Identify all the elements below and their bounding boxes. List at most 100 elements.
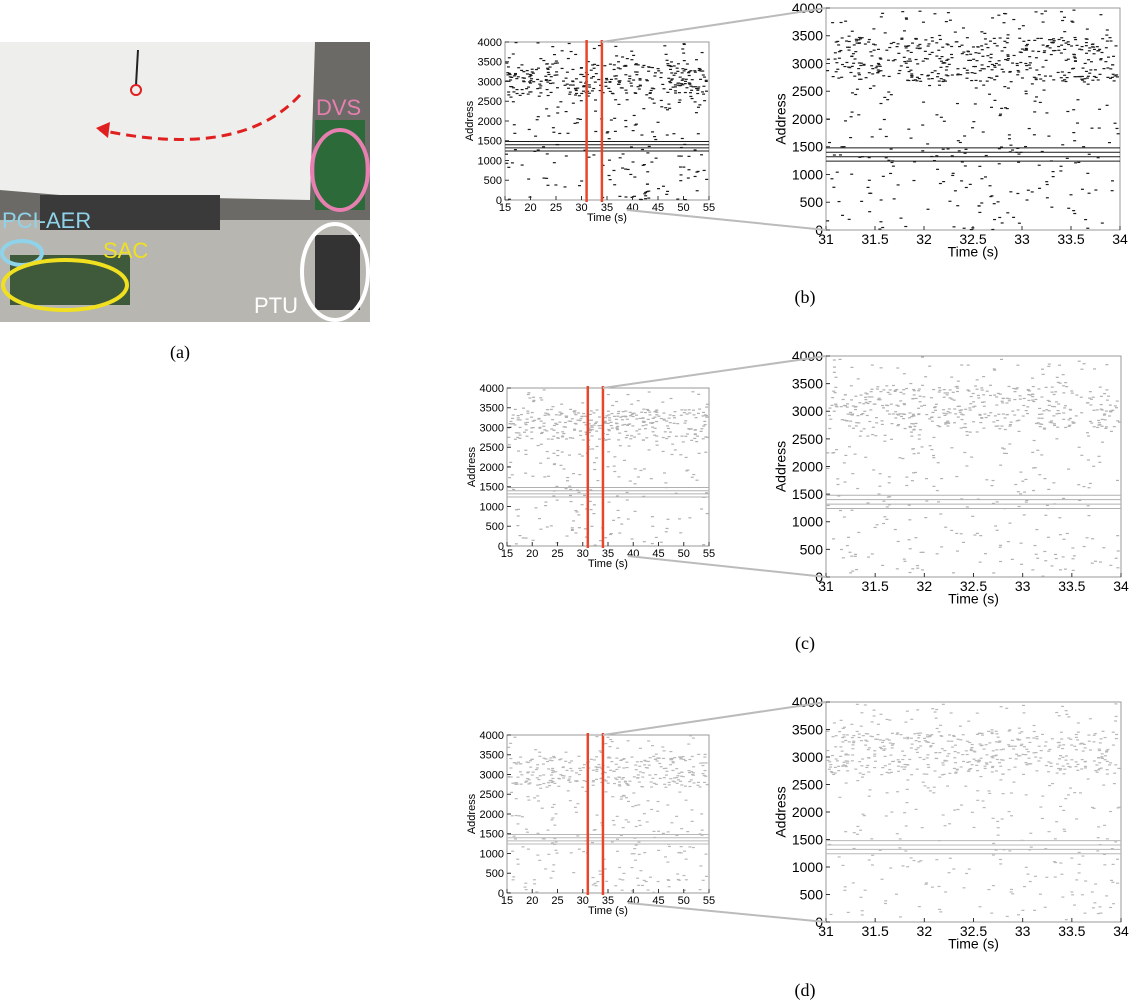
event-texture bbox=[989, 384, 993, 386]
event-texture bbox=[1080, 75, 1084, 78]
event-texture bbox=[943, 62, 947, 64]
event-texture bbox=[1017, 161, 1021, 163]
event-texture bbox=[566, 132, 570, 134]
event-texture bbox=[985, 479, 989, 481]
event-texture bbox=[526, 796, 530, 798]
event-texture bbox=[1033, 100, 1037, 102]
event-texture bbox=[992, 37, 996, 40]
event-texture bbox=[1035, 69, 1039, 71]
event-texture bbox=[1077, 851, 1081, 854]
event-texture bbox=[842, 764, 846, 766]
event-texture bbox=[866, 502, 870, 504]
event-texture bbox=[1042, 427, 1046, 429]
event-texture bbox=[677, 155, 681, 157]
event-texture bbox=[1064, 798, 1068, 800]
event-texture bbox=[887, 159, 891, 161]
event-texture bbox=[1027, 127, 1031, 130]
event-texture bbox=[615, 757, 619, 759]
event-texture bbox=[1064, 755, 1068, 757]
event-texture bbox=[526, 848, 530, 850]
event-texture bbox=[576, 803, 580, 805]
event-texture bbox=[1115, 74, 1119, 76]
event-texture bbox=[1105, 760, 1109, 763]
event-texture bbox=[643, 759, 647, 761]
x-tick-label: 40 bbox=[626, 202, 638, 214]
event-texture bbox=[903, 754, 907, 757]
event-texture bbox=[937, 501, 941, 503]
event-texture bbox=[996, 201, 1000, 203]
event-texture bbox=[544, 868, 548, 870]
event-texture bbox=[1005, 452, 1009, 455]
event-texture bbox=[1041, 733, 1045, 736]
event-texture bbox=[564, 751, 568, 753]
event-texture bbox=[941, 148, 945, 150]
event-texture bbox=[546, 67, 550, 69]
event-texture bbox=[965, 37, 969, 39]
event-texture bbox=[582, 412, 586, 415]
connector bbox=[627, 555, 827, 578]
event-texture bbox=[999, 863, 1003, 865]
event-texture bbox=[871, 68, 875, 70]
event-texture bbox=[1003, 46, 1007, 49]
event-texture bbox=[1104, 427, 1108, 429]
event-texture bbox=[879, 16, 883, 18]
event-texture bbox=[666, 190, 670, 192]
event-texture bbox=[846, 754, 850, 756]
event-texture bbox=[652, 891, 656, 893]
event-texture bbox=[1095, 764, 1099, 766]
event-texture bbox=[863, 410, 867, 412]
event-texture bbox=[524, 889, 528, 891]
event-texture bbox=[917, 434, 921, 436]
event-texture bbox=[828, 761, 832, 763]
event-texture bbox=[962, 426, 966, 429]
event-texture bbox=[581, 402, 585, 404]
event-texture bbox=[1070, 20, 1074, 22]
event-texture bbox=[546, 438, 550, 440]
event-texture bbox=[1075, 76, 1079, 78]
event-texture bbox=[848, 413, 852, 415]
event-texture bbox=[1105, 750, 1109, 752]
event-texture bbox=[997, 163, 1001, 165]
event-texture bbox=[888, 389, 892, 391]
event-texture bbox=[901, 11, 905, 13]
event-texture bbox=[705, 178, 709, 180]
event-texture bbox=[907, 128, 911, 130]
event-texture bbox=[860, 776, 864, 778]
event-texture bbox=[630, 538, 634, 540]
event-texture bbox=[663, 45, 667, 47]
event-texture bbox=[1057, 715, 1061, 717]
x-tick-label: 32 bbox=[916, 231, 932, 247]
event-texture bbox=[852, 742, 856, 744]
event-texture bbox=[654, 783, 658, 785]
event-texture bbox=[1082, 545, 1086, 548]
event-texture bbox=[896, 791, 900, 793]
event-texture bbox=[584, 536, 588, 538]
event-texture bbox=[687, 82, 691, 84]
event-texture bbox=[1070, 390, 1074, 392]
event-texture bbox=[1033, 111, 1037, 113]
event-texture bbox=[976, 799, 980, 801]
event-texture bbox=[681, 441, 685, 443]
event-texture bbox=[507, 72, 511, 75]
event-texture bbox=[959, 427, 963, 429]
event-texture bbox=[669, 750, 673, 753]
event-texture bbox=[594, 110, 598, 112]
event-texture bbox=[829, 763, 833, 766]
event-texture bbox=[662, 88, 666, 90]
event-texture bbox=[1067, 419, 1071, 421]
event-texture bbox=[850, 366, 854, 368]
y-tick-label: 2500 bbox=[480, 789, 504, 801]
event-texture bbox=[1087, 514, 1091, 517]
event-texture bbox=[661, 185, 665, 187]
event-texture bbox=[646, 889, 650, 891]
event-texture bbox=[861, 735, 865, 737]
event-texture bbox=[990, 756, 994, 758]
event-texture bbox=[527, 86, 531, 88]
event-texture bbox=[1089, 398, 1093, 400]
event-texture bbox=[693, 433, 697, 436]
event-texture bbox=[833, 392, 837, 394]
event-texture bbox=[885, 718, 889, 721]
event-texture bbox=[594, 99, 598, 101]
event-texture bbox=[625, 57, 629, 60]
event-texture bbox=[905, 788, 909, 790]
